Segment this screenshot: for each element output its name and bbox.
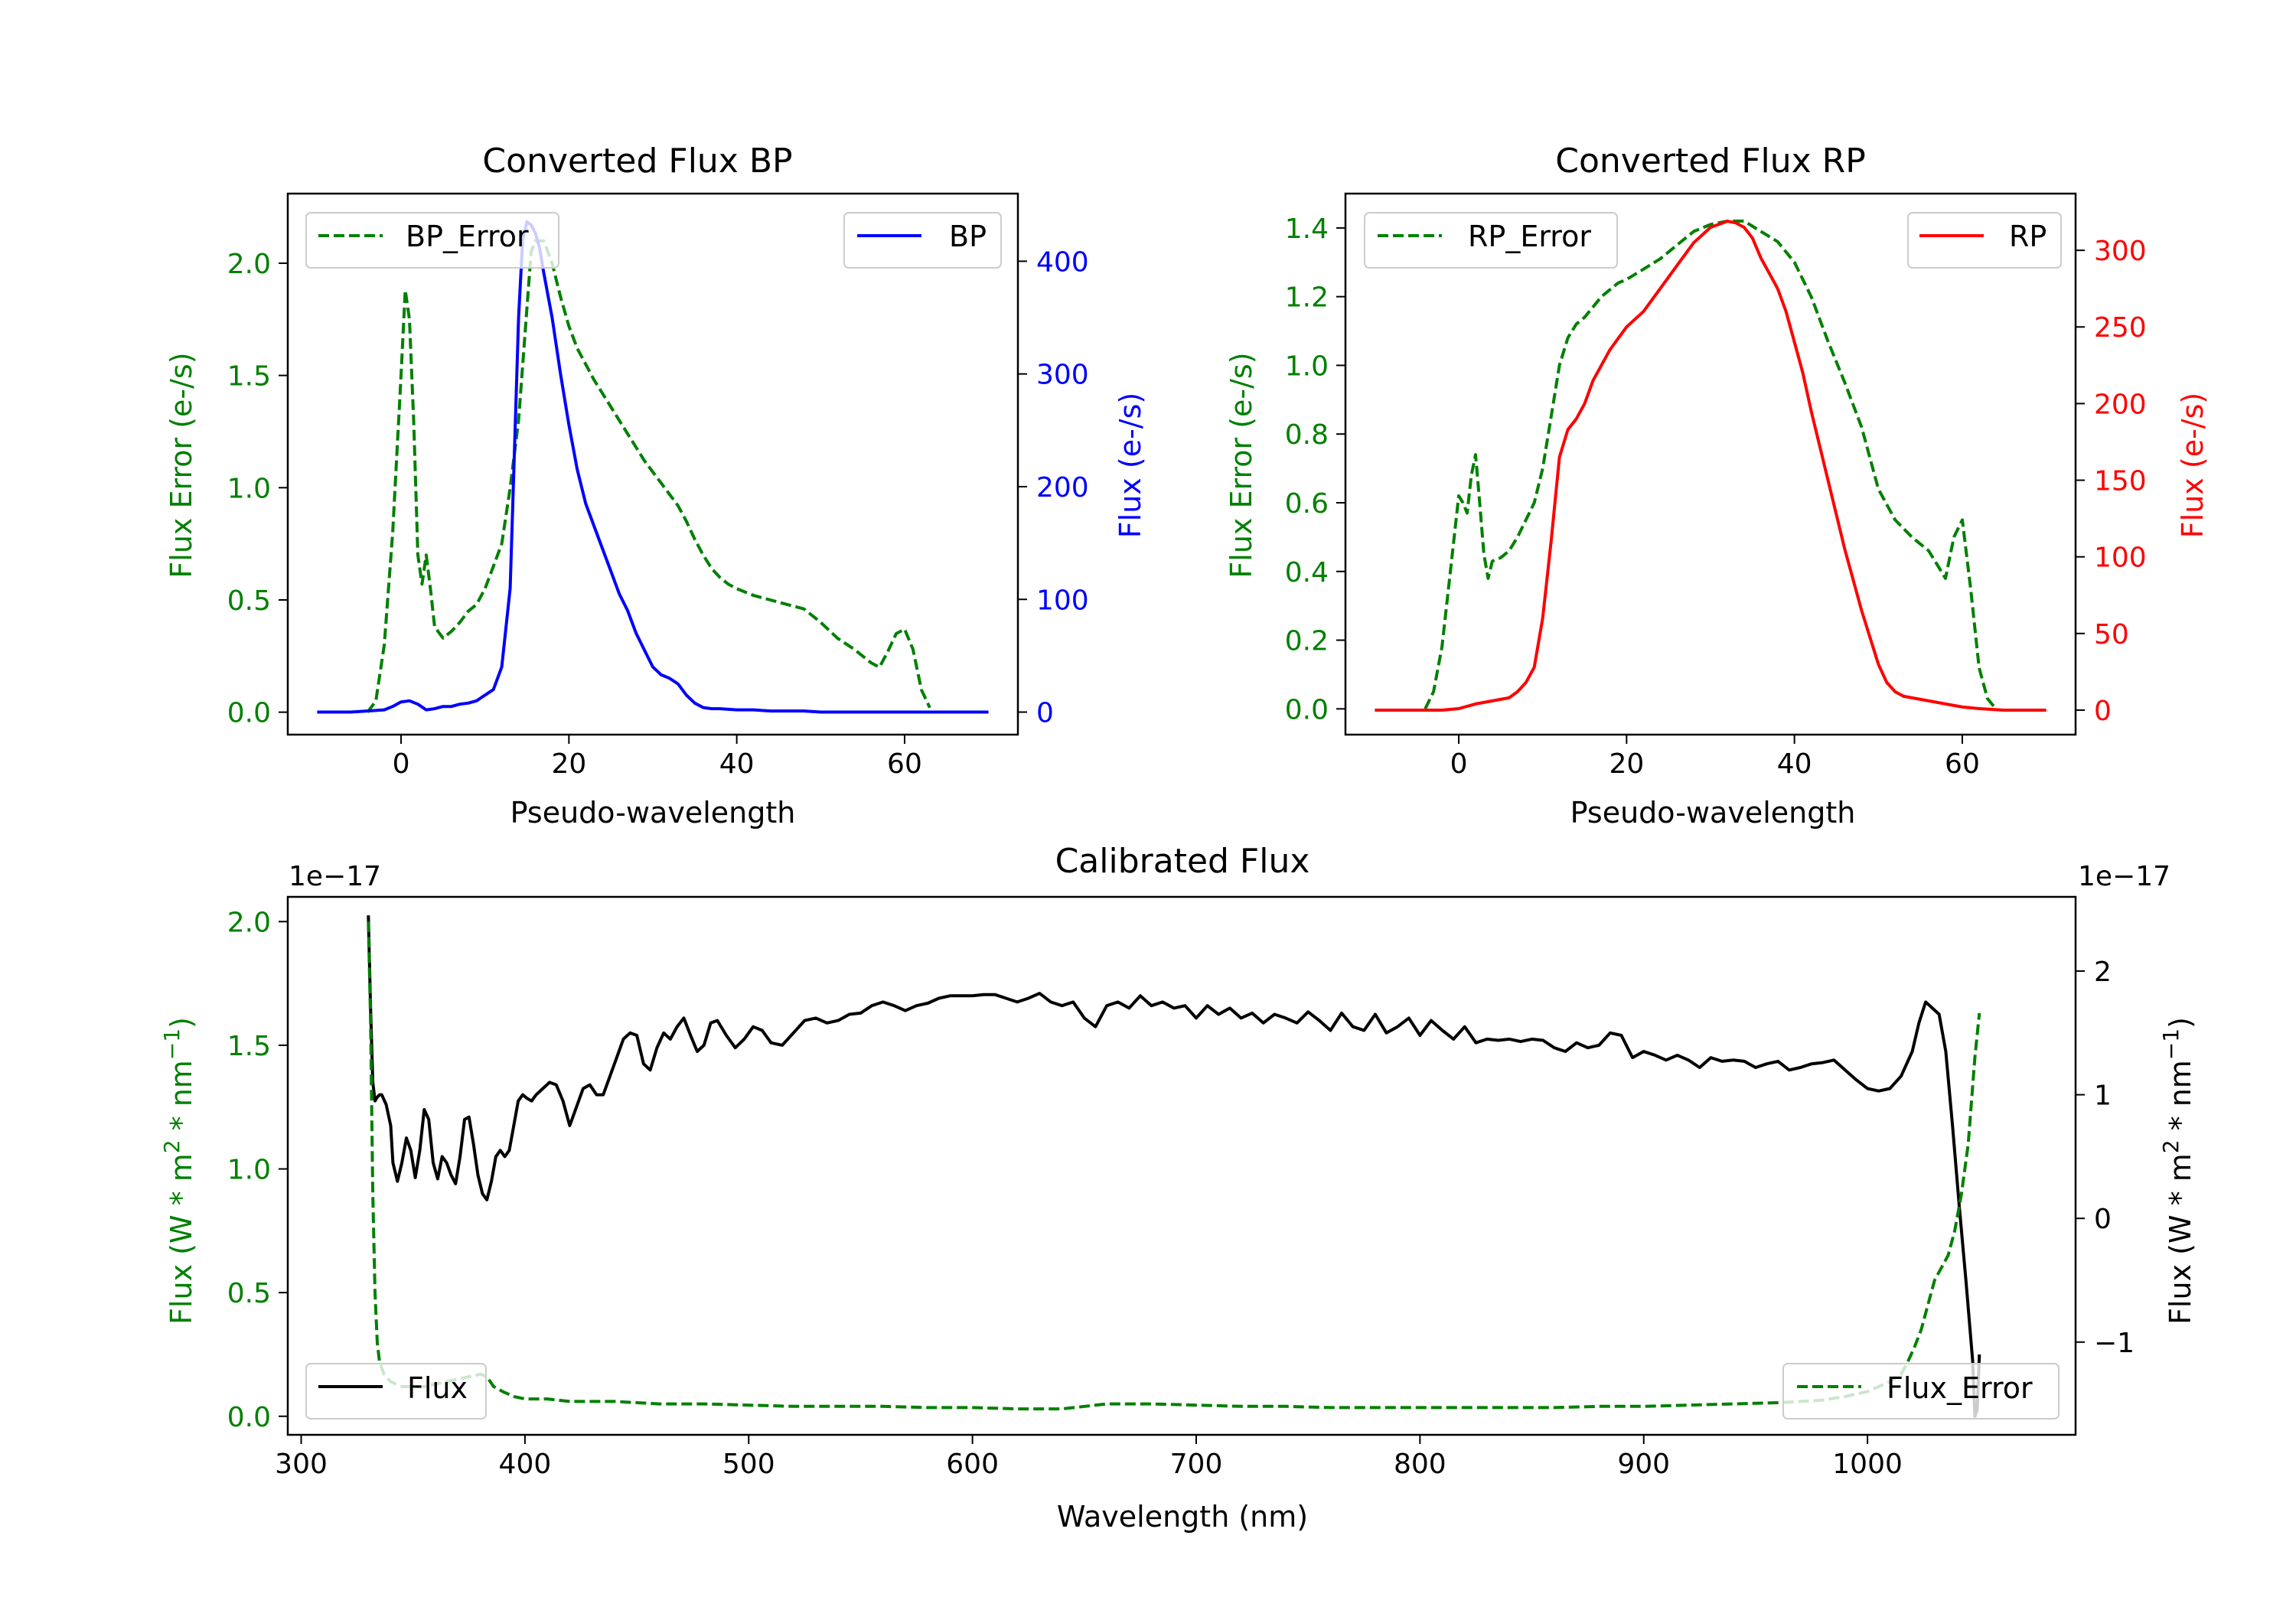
bp-ylabel-right: Flux (e-/s) [1114,393,1147,538]
rp-ytick-left-label: 1.0 [1285,350,1329,382]
bp-ytick-right-label: 300 [1036,360,1089,391]
cal-ytick-right-label: −1 [2094,1328,2135,1359]
bp-panel: Converted Flux BP 0 20 40 60 0.0 0.5 1.0 1.5 2.0… [165,142,1147,830]
rp-ytick-left-label: 1.4 [1285,214,1329,245]
cal-xlabel: Wavelength (nm) [1057,1500,1308,1534]
cal-xtick-label: 700 [1170,1449,1223,1480]
cal-ytick-left-label: 1.0 [227,1155,271,1186]
cal-xtick-label: 600 [946,1449,999,1480]
bp-xtick-label: 20 [551,748,586,780]
rp-legend-flux: RP [1907,212,2062,269]
rp-ylabel-right: Flux (e-/s) [2176,393,2210,538]
cal-series-flux [367,915,1981,1418]
cal-xtick-label: 500 [722,1449,775,1480]
rp-xlabel: Pseudo-wavelength [1570,796,1856,830]
rp-axes-frame [1344,192,2077,736]
rp-ytick-right-label: 250 [2094,312,2147,344]
bp-legend-error: BP_Error [305,212,559,269]
bp-ytick-left-label: 1.5 [227,361,271,393]
bp-ytick-left-label: 2.0 [227,249,271,280]
bp-title: Converted Flux BP [482,142,792,181]
rp-ytick-right-label: 200 [2094,389,2147,420]
rp-ytick-left-label: 0.6 [1285,488,1329,520]
rp-frame-rect [1344,192,2077,736]
cal-axes-frame [286,895,2077,1436]
cal-panel: Calibrated Flux 1e−17 1e−17 300 400 500 600… [159,842,2198,1534]
rp-ytick-right-label: 0 [2094,696,2112,727]
rp-series-rp-error [1424,219,1998,710]
rp-ytick-left-label: 0.0 [1285,694,1329,725]
bp-plot-area [317,220,989,714]
cal-xtick-label: 900 [1617,1449,1670,1480]
cal-xtick-label: 300 [275,1449,328,1480]
cal-frame-rect [286,895,2077,1436]
bp-axes-frame [286,192,1019,736]
rp-panel: Converted Flux RP 0 20 40 60 0.0 0.2 0.4 0.6 0.8… [1225,142,2210,830]
cal-legend-flux: Flux [305,1363,487,1420]
rp-ytick-left-label: 1.2 [1285,282,1329,314]
cal-xtick-label: 800 [1394,1449,1446,1480]
rp-ytick-left-label: 0.4 [1285,557,1329,588]
cal-xtick-label: 1000 [1832,1449,1903,1480]
bp-ytick-right-label: 0 [1036,698,1054,729]
cal-ylabel-left: Flux (W * m2 * nm−1) [159,1017,199,1325]
cal-ytick-left-label: 1.5 [227,1031,271,1062]
rp-series-rp [1375,220,2047,712]
bp-ticks: 0 20 40 60 0.0 0.5 1.0 1.5 2.0 0 100 200 300 400 [227,246,1089,780]
bp-ytick-right-label: 100 [1036,585,1089,616]
cal-legend-error: Flux_Error [1782,1363,2060,1420]
bp-legend-flux-label: BP [949,220,987,253]
cal-ytick-right-label: 2 [2094,957,2112,988]
rp-ytick-left-label: 0.2 [1285,626,1329,657]
bp-frame-rect [286,192,1019,736]
bp-legend-flux: BP [843,212,1002,269]
bp-legend-error-label: BP_Error [406,220,529,253]
cal-ytick-right-label: 0 [2094,1204,2112,1235]
cal-ylabel-right: Flux (W * m2 * nm−1) [2158,1017,2198,1325]
rp-ytick-left-label: 0.8 [1285,419,1329,451]
cal-ytick-left-label: 2.0 [227,907,271,938]
rp-ylabel-left: Flux Error (e-/s) [1225,352,1258,578]
rp-ytick-right-label: 300 [2094,236,2147,267]
rp-ytick-right-label: 100 [2094,543,2147,574]
bp-ytick-left-label: 0.5 [227,585,271,617]
rp-xtick-label: 40 [1777,748,1812,780]
rp-xtick-label: 60 [1945,748,1980,780]
cal-ytick-right-label: 1 [2094,1081,2112,1112]
rp-plot-area [1375,219,2047,712]
bp-ylabel-left: Flux Error (e-/s) [165,352,198,578]
rp-ticks: 0 20 40 60 0.0 0.2 0.4 0.6 0.8 1.0 1.2 1.4 0 50 100 150… [1285,214,2147,780]
rp-legend-error: RP_Error [1364,212,1618,269]
rp-xtick-label: 0 [1450,748,1468,780]
cal-legend-error-label: Flux_Error [1887,1371,2033,1405]
cal-right-offset: 1e−17 [2078,861,2170,892]
cal-ticks: 300 400 500 600 700 800 900 1000 0.0 0.5 1.0 1.5 2.0… [227,907,2135,1480]
bp-ytick-left-label: 0.0 [227,698,271,729]
bp-series-bp-error [366,239,931,713]
cal-ytick-left-label: 0.0 [227,1402,271,1433]
bp-ytick-left-label: 1.0 [227,473,271,504]
rp-legend-error-label: RP_Error [1468,220,1591,253]
rp-legend-flux-label: RP [2009,220,2047,253]
bp-xtick-label: 40 [719,748,755,780]
cal-xtick-label: 400 [499,1449,552,1480]
bp-xlabel: Pseudo-wavelength [510,796,796,830]
rp-title: Converted Flux RP [1555,142,1866,181]
cal-left-offset: 1e−17 [289,861,381,892]
bp-ytick-right-label: 400 [1036,246,1089,278]
bp-ytick-right-label: 200 [1036,472,1089,504]
rp-xtick-label: 20 [1609,748,1644,780]
rp-ytick-right-label: 150 [2094,466,2147,497]
bp-series-bp [317,220,989,714]
cal-title: Calibrated Flux [1055,842,1310,881]
bp-xtick-label: 60 [887,748,922,780]
bp-xtick-label: 0 [393,748,410,780]
rp-ytick-right-label: 50 [2094,619,2129,650]
cal-legend-flux-label: Flux [407,1371,468,1405]
cal-ytick-left-label: 0.5 [227,1278,271,1309]
